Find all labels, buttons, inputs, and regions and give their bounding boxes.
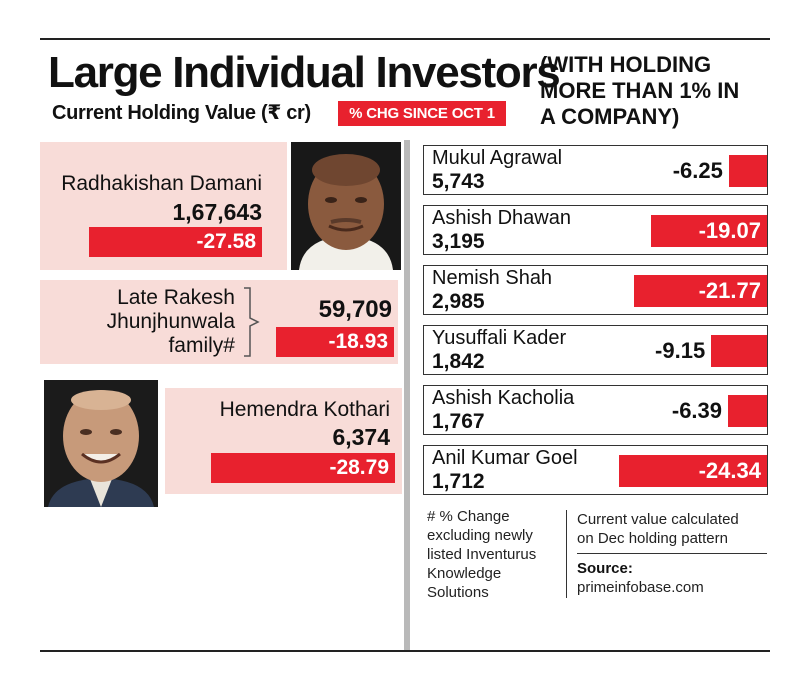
chg-label-kader: -9.15 [655, 338, 706, 363]
chart-title: Large Individual Investors [48, 48, 561, 97]
investor-value-damani: 1,67,643 [172, 199, 262, 225]
title-note: (WITH HOLDING MORE THAN 1% IN A COMPANY) [540, 52, 740, 129]
chg-bar-kader [711, 335, 767, 367]
calculation-note: Current value calculated on Dec holding … [577, 511, 739, 547]
top-rule [40, 38, 770, 40]
investor-name-kacholia: Ashish Kacholia [432, 387, 575, 409]
source-rule [577, 553, 767, 554]
investor-value-dhawan: 3,195 [432, 230, 485, 253]
chg-bar-shah [634, 275, 767, 307]
chg-bar-kacholia [728, 395, 767, 427]
investor-name-jhunjhunwala: Late Rakesh Jhunjhunwala family# [106, 286, 235, 357]
chg-label-shah: -21.77 [698, 278, 761, 303]
source-value: primeinfobase.com [577, 579, 704, 596]
kothari-portrait-image [44, 380, 158, 507]
footnote: # % Change excluding newly listed Invent… [427, 508, 537, 601]
chg-bar-agrawal [728, 155, 767, 187]
chg-bar-dhawan [650, 215, 767, 247]
investor-name-damani: Radhakishan Damani [61, 172, 262, 195]
investor-name-kothari: Hemendra Kothari [219, 398, 390, 421]
investor-row-shah: Nemish Shah 2,985 -21.77 [423, 265, 768, 315]
chg-legend-badge: % CHG SINCE OCT 1 [338, 101, 506, 126]
investor-value-shah: 2,985 [432, 290, 485, 313]
investor-name-shah: Nemish Shah [432, 267, 553, 289]
investor-value-kothari: 6,374 [332, 424, 390, 450]
investor-row-agrawal: Mukul Agrawal 5,743 -6.25 [423, 145, 768, 195]
brace-icon [244, 287, 260, 357]
investor-value-agrawal: 5,743 [432, 170, 485, 193]
investor-row-kader: Yusuffali Kader 1,842 -9.15 [423, 325, 768, 375]
investor-name-agrawal: Mukul Agrawal [432, 147, 563, 169]
source-label: Source: [577, 560, 633, 577]
investor-value-kader: 1,842 [432, 350, 485, 373]
chg-label-goel: -24.34 [698, 458, 761, 483]
investor-value-kacholia: 1,767 [432, 410, 485, 433]
chg-label-agrawal: -6.25 [672, 158, 723, 183]
chg-bar-jhunjhunwala: -18.93 [276, 327, 394, 357]
footnote-divider [566, 510, 567, 598]
investor-value-jhunjhunwala: 59,709 [318, 296, 392, 323]
chg-label-dhawan: -19.07 [698, 218, 761, 243]
investor-name-kader: Yusuffali Kader [432, 327, 567, 349]
chg-bar-kothari: -28.79 [211, 453, 395, 483]
bottom-rule [40, 650, 770, 652]
damani-portrait-image [291, 142, 401, 270]
chart-subtitle: Current Holding Value (₹ cr) [52, 102, 311, 124]
investor-name-dhawan: Ashish Dhawan [432, 207, 571, 229]
investor-photo-kothari [44, 380, 158, 507]
chg-bar-damani: -27.58 [89, 227, 262, 257]
investor-name-goel: Anil Kumar Goel [432, 447, 578, 469]
column-divider [404, 140, 410, 650]
chg-bar-goel [618, 455, 767, 487]
investor-row-dhawan: Ashish Dhawan 3,195 -19.07 [423, 205, 768, 255]
investor-row-kacholia: Ashish Kacholia 1,767 -6.39 [423, 385, 768, 435]
investor-photo-damani [291, 142, 401, 270]
investor-value-goel: 1,712 [432, 470, 485, 493]
investor-row-goel: Anil Kumar Goel 1,712 -24.34 [423, 445, 768, 495]
chg-label-kacholia: -6.39 [671, 398, 723, 423]
